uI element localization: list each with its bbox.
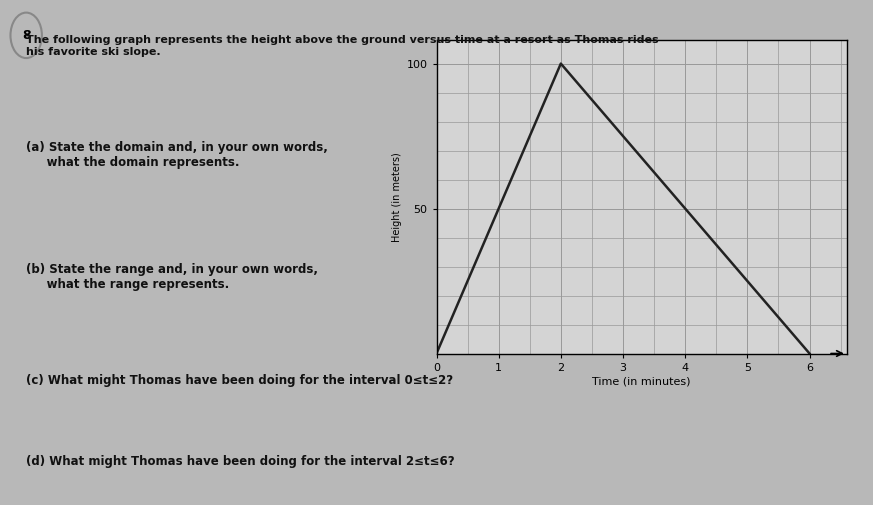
Text: (d) What might Thomas have been doing for the interval 2≤t≤6?: (d) What might Thomas have been doing fo… [26, 454, 455, 468]
Text: 8: 8 [22, 29, 31, 42]
Text: (c) What might Thomas have been doing for the interval 0≤t≤2?: (c) What might Thomas have been doing fo… [26, 374, 453, 387]
Text: The following graph represents the height above the ground versus time at a reso: The following graph represents the heigh… [26, 35, 659, 57]
X-axis label: Time (in minutes): Time (in minutes) [593, 377, 691, 387]
Y-axis label: Height (in meters): Height (in meters) [392, 152, 402, 242]
Text: (b) State the range and, in your own words,
     what the range represents.: (b) State the range and, in your own wor… [26, 263, 318, 290]
Text: (a) State the domain and, in your own words,
     what the domain represents.: (a) State the domain and, in your own wo… [26, 141, 328, 169]
